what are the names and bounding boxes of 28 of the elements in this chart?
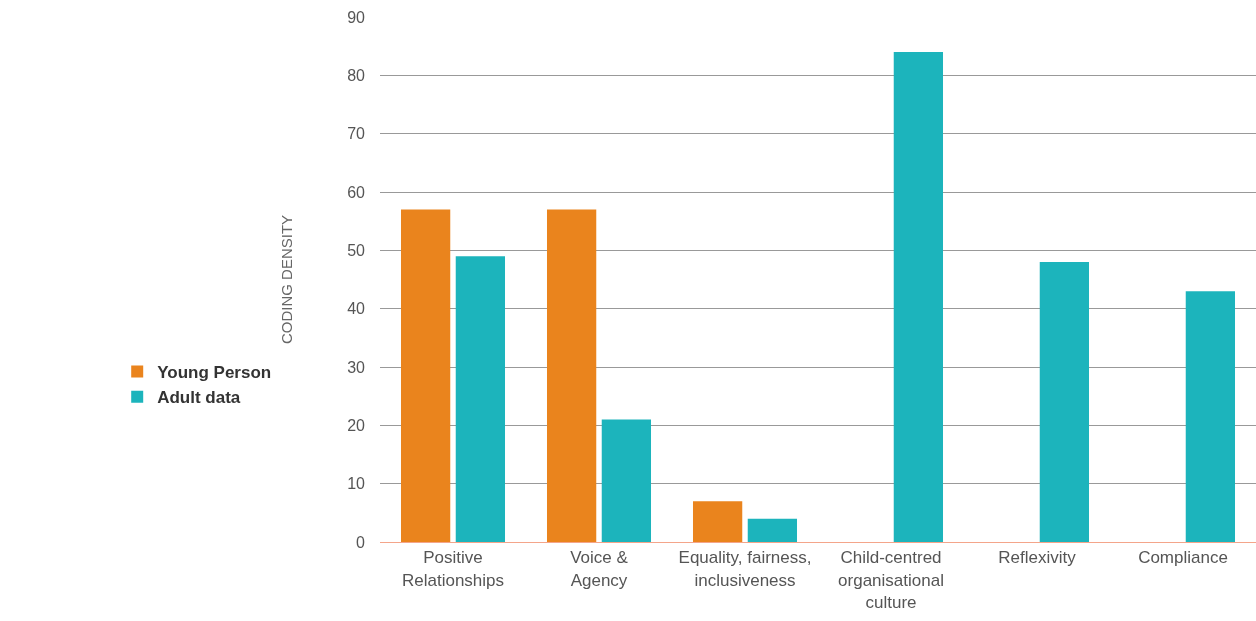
bar <box>1185 291 1236 542</box>
x-tick-label: Equality, fairness, inclusiveness <box>678 548 812 590</box>
bar <box>400 209 451 542</box>
y-tick-label: 60 <box>347 183 366 201</box>
x-tick-label: Compliance <box>1138 548 1228 568</box>
y-axis-title: CODING DENSITY <box>278 214 296 345</box>
legend-label: Adult data <box>157 388 241 408</box>
bar <box>747 518 798 542</box>
bar <box>546 209 597 542</box>
bar <box>455 256 506 542</box>
bar <box>893 52 944 542</box>
bar <box>601 419 652 542</box>
y-tick-label: 70 <box>347 125 366 143</box>
y-tick-label: 20 <box>347 416 366 434</box>
y-tick-label: 0 <box>356 533 366 551</box>
y-tick-label: 10 <box>347 475 366 493</box>
bar <box>692 501 743 542</box>
legend-label: Young Person <box>157 363 272 383</box>
y-tick-label: 30 <box>347 358 366 376</box>
bar <box>1039 262 1090 542</box>
y-tick-label: 50 <box>347 241 366 259</box>
x-tick-label: Reflexivity <box>998 548 1077 568</box>
y-tick-label: 40 <box>347 300 366 318</box>
x-tick-label: Child-centred organisational culture <box>838 548 944 612</box>
x-tick-label: Voice & Agency <box>570 548 629 590</box>
x-tick-label: Positive Relationships <box>401 548 505 590</box>
y-tick-label: 90 <box>347 8 366 26</box>
y-tick-label: 80 <box>347 66 366 84</box>
